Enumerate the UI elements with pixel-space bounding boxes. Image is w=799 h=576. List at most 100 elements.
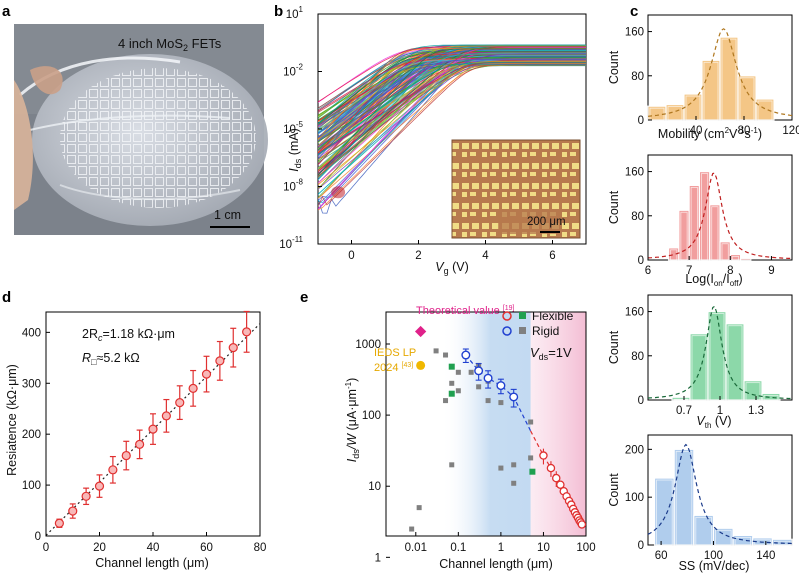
data-point [108,465,118,475]
x-tick-label: 140 [756,550,775,562]
chart-e-irds-label-1: IEDS LP [374,347,416,359]
flexible-square-point [448,390,455,397]
y-tick-label: 0 [638,255,644,267]
y-tick-label: 200 [22,429,41,441]
hist-bar [693,514,715,546]
data-point [175,398,185,408]
theory-diamond [414,325,427,338]
chart-b-ylabel: Ids (mA) [287,128,303,172]
hist-bar [743,380,763,401]
y-tick-label: 10 [368,481,381,493]
panel-label-c: c [630,3,638,20]
rigid-circle-point [461,350,471,360]
rigid-circle-point [496,381,506,391]
chart-d: 0 20 40 60 80 0 100 200 300 400 [22,310,266,554]
chart-c1-xlabel: Mobility (cm2V-1s-1) [658,126,762,141]
flexible-square-point [529,468,536,475]
hist-bar [678,209,690,261]
chart-c-mobility: 40 80 120 0 80 160 Count [607,14,799,137]
x-tick-label: 0 [348,250,354,262]
data-point [161,411,171,421]
rigid-circle-point [509,392,519,402]
hist-bar [689,333,709,401]
data-point [148,424,158,434]
rigid-square-point [528,419,534,425]
hist-bar-inner [734,537,752,546]
flexible-circle-point [556,480,565,489]
y-tick-exp: -11 [292,235,304,244]
x-tick-label: 1 [498,542,504,554]
fit-curve [647,443,793,545]
y-tick-label: 160 [625,167,644,179]
inset-scalebar-label: 200 μm [527,216,566,228]
panel-label-d: d [2,289,11,306]
data-point [201,369,212,379]
rigid-square-point [485,398,491,404]
y-tick-label: 0 [638,540,644,552]
panel-label-b: b [274,3,283,20]
legend-rigid-label: Rigid [532,324,559,338]
chart-c-onoff: 6 7 8 9 0 80 160 Count [607,154,793,277]
hist-bar-inner [715,529,732,546]
y-tick-exp: -2 [296,63,304,72]
x-tick-label: 100 [704,550,723,562]
flexible-circle-point [546,463,556,473]
legend-flexible-square [519,312,526,319]
noise-cluster [331,186,346,199]
y-tick-label: 80 [631,71,644,83]
x-tick-label: 120 [782,125,799,137]
flexible-circle-point [577,520,587,529]
x-tick-label: 0 [43,542,49,554]
hist-bar-inner [711,206,719,261]
transfer-curve [318,55,586,156]
y-tick-label: 0 [638,395,644,407]
chart-c4-xlabel: SS (mV/dec) [679,559,750,573]
wafer-photo: 4 inch MoS2 FETs 1 cm [14,24,268,235]
y-tick-label: 200 [625,444,644,456]
hist-bar [725,323,745,401]
hist-bar [688,184,701,261]
x-tick-label: 0.7 [676,405,692,417]
y-tick-exp: -8 [296,178,304,187]
chart-e-irds-label-2: 2024 [43] [374,362,413,374]
hist-bar [737,75,757,121]
fit-curve [647,28,793,117]
data-point [68,506,78,516]
hist-bar-inner [739,77,755,121]
data-point [188,383,198,393]
hist-bar-inner [721,243,729,261]
y-tick-label: 1 [375,552,381,564]
y-tick-label: 101 [286,5,304,21]
x-tick-label: 0.01 [405,542,427,554]
hist-bar [755,98,775,121]
y-tick-label: 0 [638,115,644,127]
hist-bar-inner [745,382,761,401]
hist-bar [698,170,711,261]
y-tick-label: 160 [625,27,644,39]
x-tick-label: 2 [415,250,421,262]
chart-d-xlabel: Channel length (μm) [95,556,209,570]
rigid-square-point [468,369,474,375]
flexible-circle-point [552,473,561,483]
chart-c2-xlabel: Log(Ion/Ioff) [685,272,742,288]
y-tick-label: 100 [22,480,41,492]
rigid-square-point [433,348,439,354]
chart-d-annotation-rc: 2Rc=1.18 kΩ·μm [82,327,175,343]
legend-flexible-circle [502,311,512,321]
data-point [94,481,105,491]
y-tick-label: 100 [625,492,644,504]
y-tick-label: 80 [631,211,644,223]
hist-bar-inner [691,335,707,401]
transfer-curve [318,45,586,141]
x-tick-label: 6 [645,265,651,277]
x-tick-label: 60 [200,542,213,554]
x-tick-label: 1 [717,405,723,417]
x-tick-label: 1.3 [748,405,764,417]
hist-bar-inner [701,173,709,261]
x-tick-label: 7 [686,265,692,277]
chart-b-inset-micrograph: 200 μm [451,139,581,239]
hist-bar [701,59,721,121]
y-tick-label: 0 [35,531,41,543]
